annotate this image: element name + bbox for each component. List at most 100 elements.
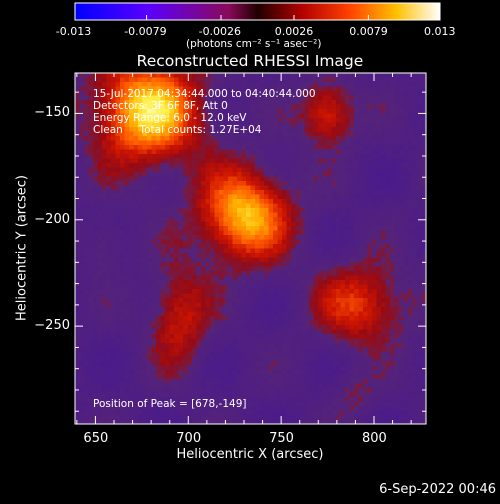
- heatmap-cell: [165, 222, 170, 227]
- heatmap-cell: [278, 325, 283, 330]
- heatmap-cell: [188, 217, 193, 222]
- heatmap-cell: [287, 78, 292, 83]
- heatmap-cell: [291, 262, 296, 267]
- heatmap-cell: [80, 150, 85, 155]
- heatmap-cell: [165, 334, 170, 339]
- heatmap-cell: [192, 298, 197, 303]
- heatmap-cell: [273, 168, 278, 173]
- heatmap-cell: [345, 303, 350, 308]
- heatmap-cell: [323, 141, 328, 146]
- heatmap-cell: [408, 222, 413, 227]
- heatmap-cell: [170, 271, 175, 276]
- heatmap-cell: [417, 321, 422, 326]
- heatmap-cell: [188, 150, 193, 155]
- heatmap-cell: [377, 325, 382, 330]
- heatmap-cell: [98, 168, 103, 173]
- heatmap-cell: [291, 181, 296, 186]
- heatmap-cell: [269, 253, 274, 258]
- heatmap-cell: [332, 199, 337, 204]
- heatmap-cell: [372, 217, 377, 222]
- heatmap-cell: [237, 352, 242, 357]
- heatmap-cell: [116, 163, 121, 168]
- heatmap-cell: [219, 226, 224, 231]
- heatmap-cell: [237, 271, 242, 276]
- heatmap-cell: [102, 186, 107, 191]
- heatmap-cell: [143, 267, 148, 272]
- heatmap-cell: [282, 334, 287, 339]
- heatmap-cell: [197, 253, 202, 258]
- heatmap-cell: [233, 168, 238, 173]
- heatmap-cell: [318, 244, 323, 249]
- heatmap-cell: [246, 330, 251, 335]
- heatmap-cell: [336, 204, 341, 209]
- heatmap-cell: [246, 249, 251, 254]
- heatmap-cell: [296, 276, 301, 281]
- heatmap-cell: [192, 78, 197, 83]
- heatmap-cell: [233, 271, 238, 276]
- heatmap-cell: [219, 222, 224, 227]
- heatmap-cell: [291, 249, 296, 254]
- heatmap-cell: [386, 343, 391, 348]
- heatmap-cell: [224, 303, 229, 308]
- heatmap-cell: [80, 240, 85, 245]
- heatmap-cell: [363, 136, 368, 141]
- heatmap-cell: [174, 190, 179, 195]
- heatmap-cell: [242, 325, 247, 330]
- heatmap-cell: [134, 348, 139, 353]
- heatmap-cell: [395, 285, 400, 290]
- heatmap-cell: [75, 105, 80, 110]
- heatmap-cell: [179, 172, 184, 177]
- heatmap-cell: [111, 172, 116, 177]
- heatmap-cell: [408, 141, 413, 146]
- heatmap-cell: [147, 307, 152, 312]
- heatmap-cell: [336, 177, 341, 182]
- heatmap-cell: [363, 307, 368, 312]
- heatmap-cell: [143, 190, 148, 195]
- heatmap-cell: [152, 208, 157, 213]
- heatmap-cell: [354, 244, 359, 249]
- heatmap-cell: [170, 343, 175, 348]
- heatmap-cell: [381, 321, 386, 326]
- heatmap-cell: [354, 343, 359, 348]
- heatmap-cell: [215, 177, 220, 182]
- heatmap-cell: [134, 168, 139, 173]
- heatmap-cell: [116, 213, 121, 218]
- heatmap-cell: [89, 357, 94, 362]
- heatmap-cell: [417, 226, 422, 231]
- heatmap-cell: [399, 199, 404, 204]
- heatmap-cell: [354, 199, 359, 204]
- heatmap-cell: [278, 163, 283, 168]
- heatmap-cell: [260, 172, 265, 177]
- heatmap-cell: [210, 208, 215, 213]
- heatmap-cell: [363, 163, 368, 168]
- heatmap-cell: [363, 217, 368, 222]
- heatmap-cell: [125, 159, 130, 164]
- heatmap-cell: [116, 276, 121, 281]
- heatmap-cell: [332, 303, 337, 308]
- heatmap-cell: [210, 195, 215, 200]
- heatmap-cell: [80, 78, 85, 83]
- heatmap-cell: [377, 298, 382, 303]
- heatmap-cell: [327, 195, 332, 200]
- heatmap-cell: [84, 271, 89, 276]
- heatmap-cell: [233, 307, 238, 312]
- heatmap-cell: [395, 123, 400, 128]
- heatmap-cell: [165, 226, 170, 231]
- heatmap-cell: [417, 316, 422, 321]
- heatmap-cell: [260, 231, 265, 236]
- heatmap-cell: [111, 145, 116, 150]
- heatmap-cell: [386, 235, 391, 240]
- heatmap-cell: [372, 163, 377, 168]
- heatmap-cell: [413, 190, 418, 195]
- heatmap-cell: [89, 258, 94, 263]
- heatmap-cell: [75, 213, 80, 218]
- heatmap-cell: [197, 325, 202, 330]
- heatmap-cell: [237, 298, 242, 303]
- heatmap-cell: [273, 127, 278, 132]
- heatmap-cell: [273, 348, 278, 353]
- heatmap-cell: [251, 244, 256, 249]
- heatmap-cell: [197, 276, 202, 281]
- heatmap-cell: [395, 118, 400, 123]
- heatmap-cell: [318, 213, 323, 218]
- heatmap-cell: [197, 271, 202, 276]
